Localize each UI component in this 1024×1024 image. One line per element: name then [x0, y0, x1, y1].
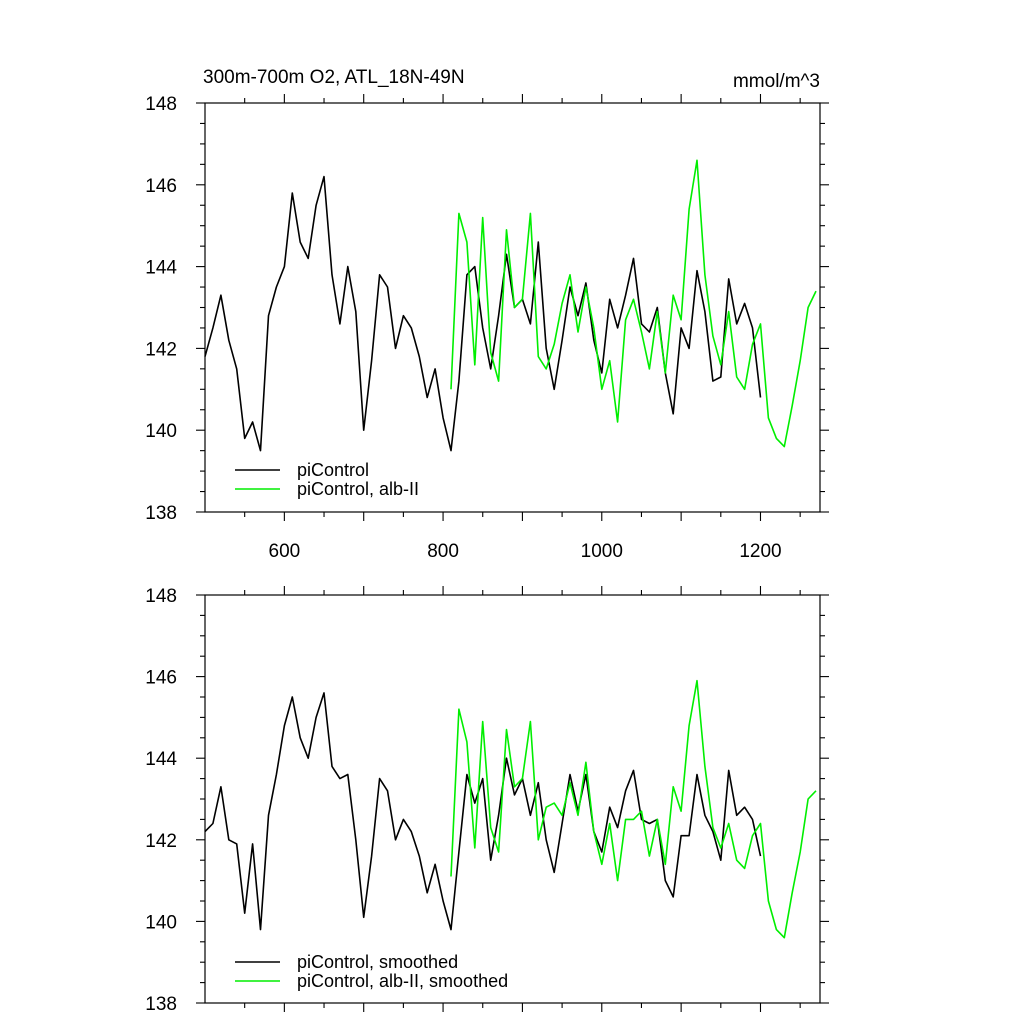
- y-tick-label: 144: [145, 749, 177, 770]
- y-tick-label: 146: [145, 176, 177, 197]
- y-tick-label: 138: [145, 994, 177, 1015]
- legend-label: piControl, smoothed: [297, 952, 458, 972]
- plot-frame: [204, 594, 821, 1004]
- top-panel: 300m-700m O2, ATL_18N-49N mmol/m^3 600 80…: [145, 67, 829, 562]
- bottom-panel: 138 140 142 144 146 148 piControl, smoothedpiC…: [145, 586, 829, 1015]
- y-tick-label: 144: [145, 258, 177, 279]
- legend-label: piControl: [297, 460, 369, 480]
- x-tick-label: 600: [269, 541, 301, 562]
- y-tick-label: 146: [145, 668, 177, 689]
- x-tick-label: 800: [427, 541, 459, 562]
- y-tick-label: 142: [145, 831, 177, 852]
- y-tick-label: 140: [145, 421, 177, 442]
- legend-label: piControl, alb-II: [297, 479, 419, 499]
- series-line-picontrol-alb-ii: [450, 159, 817, 448]
- series-line-picontrol: [204, 692, 762, 931]
- y-tick-label: 138: [145, 503, 177, 524]
- x-tick-label: 1200: [739, 541, 781, 562]
- top-panel-title: 300m-700m O2, ATL_18N-49N: [203, 67, 465, 88]
- plot-frame: [204, 102, 821, 513]
- y-tick-label: 148: [145, 94, 177, 115]
- top-panel-units: mmol/m^3: [733, 71, 820, 92]
- y-tick-label: 142: [145, 339, 177, 360]
- y-tick-label: 140: [145, 912, 177, 933]
- series-line-picontrol-alb-ii: [450, 679, 817, 939]
- y-tick-label: 148: [145, 586, 177, 607]
- legend-label: piControl, alb-II, smoothed: [297, 971, 508, 991]
- x-tick-label: 1000: [581, 541, 623, 562]
- series-line-picontrol: [204, 175, 762, 452]
